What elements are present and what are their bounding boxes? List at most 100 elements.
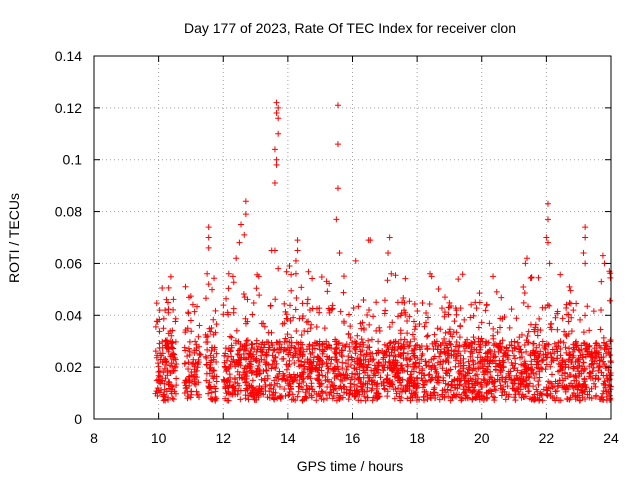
data-point <box>260 368 267 375</box>
data-point <box>497 385 504 392</box>
data-point <box>281 346 288 353</box>
data-point <box>512 397 519 404</box>
data-point <box>182 283 189 290</box>
data-point <box>563 349 570 356</box>
spike-point <box>273 99 280 106</box>
data-point <box>491 378 498 385</box>
data-point <box>437 342 444 349</box>
data-point <box>253 285 260 292</box>
data-point <box>165 380 172 387</box>
data-point <box>354 332 361 339</box>
data-point <box>234 350 241 357</box>
data-point <box>387 339 394 346</box>
data-point <box>490 353 497 360</box>
data-point <box>483 382 490 389</box>
data-point <box>156 344 163 351</box>
data-point <box>345 396 352 403</box>
data-point <box>559 357 566 364</box>
data-point <box>319 388 326 395</box>
x-tick-label: 12 <box>215 430 231 446</box>
data-point <box>530 383 537 390</box>
data-point <box>384 388 391 395</box>
data-point <box>399 343 406 350</box>
data-point <box>171 364 178 371</box>
data-point <box>465 378 472 385</box>
data-point <box>323 360 330 367</box>
data-point <box>331 374 338 381</box>
data-point <box>241 365 248 372</box>
data-point <box>537 365 544 372</box>
spike-point <box>582 234 589 241</box>
data-point <box>461 316 468 323</box>
data-point <box>337 308 344 315</box>
data-point <box>326 391 333 398</box>
data-point <box>505 391 512 398</box>
x-tick-label: 24 <box>603 430 619 446</box>
data-point <box>208 389 215 396</box>
data-point <box>188 391 195 398</box>
data-point <box>374 390 381 397</box>
data-point <box>536 368 543 375</box>
data-point <box>469 350 476 357</box>
data-point <box>397 336 404 343</box>
spike-point <box>187 317 194 324</box>
data-point <box>451 376 458 383</box>
data-point <box>419 351 426 358</box>
data-point <box>466 365 473 372</box>
data-point <box>406 342 413 349</box>
data-point <box>156 307 163 314</box>
data-point <box>293 339 300 346</box>
data-point <box>595 364 602 371</box>
data-point <box>210 367 217 374</box>
data-point <box>389 319 396 326</box>
data-point <box>497 324 504 331</box>
data-point <box>184 388 191 395</box>
data-point <box>553 343 560 350</box>
data-point <box>253 392 260 399</box>
data-point <box>152 390 159 397</box>
data-point <box>478 395 485 402</box>
data-point <box>400 295 407 302</box>
data-point <box>445 311 452 318</box>
data-point <box>265 344 272 351</box>
data-point <box>291 344 298 351</box>
data-point <box>483 301 490 308</box>
data-point <box>364 380 371 387</box>
data-point <box>222 350 229 357</box>
data-point <box>338 385 345 392</box>
data-point <box>380 356 387 363</box>
data-point <box>185 310 192 317</box>
data-point <box>225 311 232 318</box>
data-point <box>351 393 358 400</box>
data-point <box>498 294 505 301</box>
data-point <box>415 363 422 370</box>
data-point <box>399 299 406 306</box>
data-point <box>280 375 287 382</box>
data-point <box>185 359 192 366</box>
data-point <box>169 368 176 375</box>
data-point <box>444 350 451 357</box>
data-point <box>497 361 504 368</box>
spike-point <box>205 281 212 288</box>
data-point <box>343 389 350 396</box>
x-tick-label: 20 <box>474 430 490 446</box>
data-point <box>168 360 175 367</box>
data-point <box>413 342 420 349</box>
spike-point <box>544 200 551 207</box>
data-point <box>354 370 361 377</box>
data-point <box>547 363 554 370</box>
data-point <box>156 372 163 379</box>
data-point <box>469 340 476 347</box>
data-point <box>364 364 371 371</box>
data-point <box>497 347 504 354</box>
data-point <box>598 306 605 313</box>
data-point <box>171 351 178 358</box>
data-point <box>547 393 554 400</box>
data-point <box>574 386 581 393</box>
data-point <box>377 374 384 381</box>
data-point <box>191 308 198 315</box>
data-point <box>284 315 291 322</box>
data-point <box>316 309 323 316</box>
data-point <box>341 383 348 390</box>
data-point <box>394 377 401 384</box>
